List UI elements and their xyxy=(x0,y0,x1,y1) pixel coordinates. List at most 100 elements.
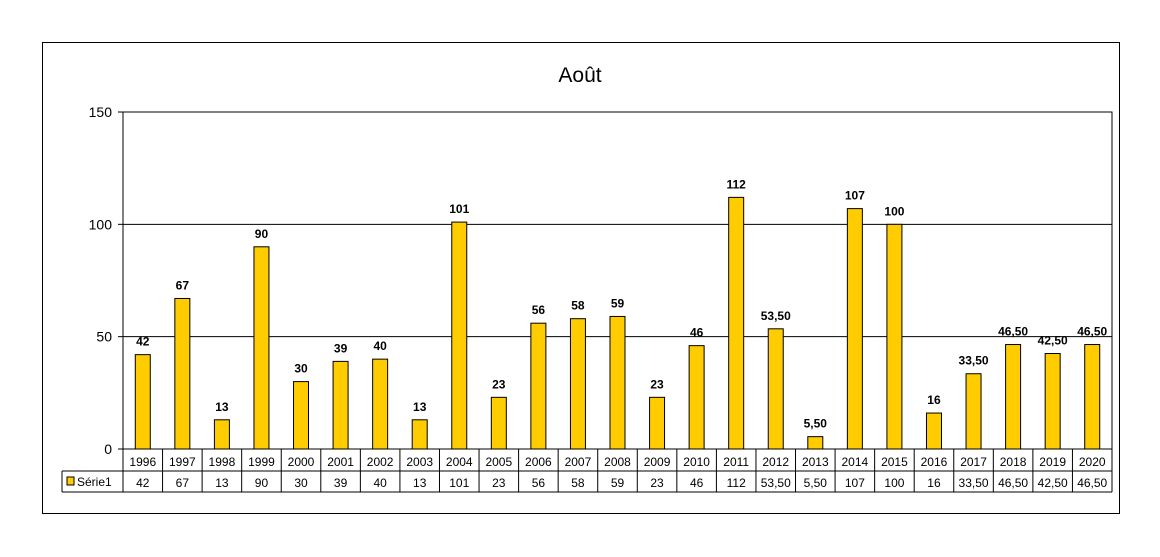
x-tick-label: 2013 xyxy=(802,455,829,469)
table-value: 67 xyxy=(176,476,190,490)
table-value: 46,50 xyxy=(1077,476,1107,490)
bar xyxy=(965,373,982,450)
table-value: 40 xyxy=(373,476,387,490)
data-label: 100 xyxy=(884,204,904,218)
table-value: 42,50 xyxy=(1038,476,1068,490)
x-tick-label: 1999 xyxy=(248,455,275,469)
data-label: 59 xyxy=(611,296,625,310)
bar xyxy=(886,223,903,450)
table-value: 53,50 xyxy=(761,476,791,490)
bar xyxy=(213,419,230,450)
data-label: 39 xyxy=(334,341,348,355)
bar xyxy=(332,360,349,450)
table-value: 46 xyxy=(690,476,704,490)
table-value: 13 xyxy=(215,476,229,490)
data-label: 46 xyxy=(690,326,704,340)
table-value: 13 xyxy=(413,476,427,490)
x-tick-label: 2007 xyxy=(565,455,592,469)
x-tick-label: 2018 xyxy=(1000,455,1027,469)
x-tick-label: 2004 xyxy=(446,455,473,469)
data-label: 23 xyxy=(650,377,664,391)
bar xyxy=(767,328,784,450)
data-label: 107 xyxy=(845,189,865,203)
data-label: 46,50 xyxy=(1077,325,1107,339)
table-value: 100 xyxy=(884,476,904,490)
x-tick-label: 2001 xyxy=(327,455,354,469)
bar xyxy=(728,196,745,450)
data-label: 46,50 xyxy=(998,325,1028,339)
table-value: 30 xyxy=(294,476,308,490)
bar xyxy=(253,246,270,450)
bar xyxy=(372,358,389,450)
table-value: 39 xyxy=(334,476,348,490)
legend-swatch xyxy=(66,476,75,486)
table-value: 112 xyxy=(727,476,746,490)
x-tick-label: 2020 xyxy=(1079,455,1106,469)
x-tick-label: 2002 xyxy=(367,455,394,469)
data-label: 13 xyxy=(215,400,229,414)
x-tick-label: 2005 xyxy=(485,455,512,469)
x-tick-label: 1996 xyxy=(129,455,156,469)
bar xyxy=(1005,344,1022,450)
bar xyxy=(569,318,586,450)
bar xyxy=(174,297,191,450)
table-value: 42 xyxy=(136,476,150,490)
data-label: 56 xyxy=(532,303,546,317)
bar xyxy=(649,396,666,450)
data-label: 16 xyxy=(927,393,941,407)
bar xyxy=(293,381,310,450)
bar xyxy=(490,396,507,450)
table-value: 107 xyxy=(845,476,865,490)
bar xyxy=(925,412,942,450)
bar xyxy=(530,322,547,450)
table-value: 16 xyxy=(927,476,941,490)
table-value: 101 xyxy=(449,476,469,490)
bar xyxy=(846,208,863,450)
x-tick-label: 1997 xyxy=(169,455,196,469)
x-tick-label: 2003 xyxy=(406,455,433,469)
x-tick-label: 2010 xyxy=(683,455,710,469)
x-tick-label: 2015 xyxy=(881,455,908,469)
bar xyxy=(134,354,151,450)
x-tick-label: 2017 xyxy=(960,455,987,469)
chart-title: Août xyxy=(558,64,602,87)
data-label: 42,50 xyxy=(1038,334,1068,348)
table-value: 90 xyxy=(255,476,269,490)
bar xyxy=(807,436,824,450)
table-value: 23 xyxy=(492,476,506,490)
x-tick-label: 2000 xyxy=(288,455,315,469)
data-label: 30 xyxy=(294,362,308,376)
table-value: 56 xyxy=(532,476,546,490)
bar xyxy=(451,221,468,450)
x-tick-label: 2009 xyxy=(644,455,671,469)
table-value: 23 xyxy=(650,476,664,490)
bar xyxy=(688,345,705,450)
table-value: 46,50 xyxy=(998,476,1028,490)
x-tick-label: 2012 xyxy=(762,455,789,469)
x-tick-label: 2014 xyxy=(842,455,869,469)
y-tick-label: 150 xyxy=(89,104,113,120)
x-tick-label: 2016 xyxy=(921,455,948,469)
bar xyxy=(411,419,428,450)
data-label: 40 xyxy=(373,339,387,353)
data-label: 13 xyxy=(413,400,427,414)
table-value: 33,50 xyxy=(959,476,989,490)
data-label: 58 xyxy=(571,299,585,313)
data-label: 42 xyxy=(136,335,150,349)
legend-label: Série1 xyxy=(77,475,112,489)
table-value: 59 xyxy=(611,476,625,490)
table-value: 58 xyxy=(571,476,585,490)
bar xyxy=(1084,344,1101,450)
x-tick-label: 2008 xyxy=(604,455,631,469)
data-label: 90 xyxy=(255,227,269,241)
data-label: 67 xyxy=(176,278,190,292)
x-tick-label: 2006 xyxy=(525,455,552,469)
data-label: 33,50 xyxy=(959,354,989,368)
y-tick-label: 0 xyxy=(104,441,112,457)
bar xyxy=(1044,353,1061,450)
data-label: 101 xyxy=(449,202,469,216)
data-label: 5,50 xyxy=(804,417,828,431)
bar xyxy=(609,315,626,450)
data-label: 112 xyxy=(727,177,747,191)
